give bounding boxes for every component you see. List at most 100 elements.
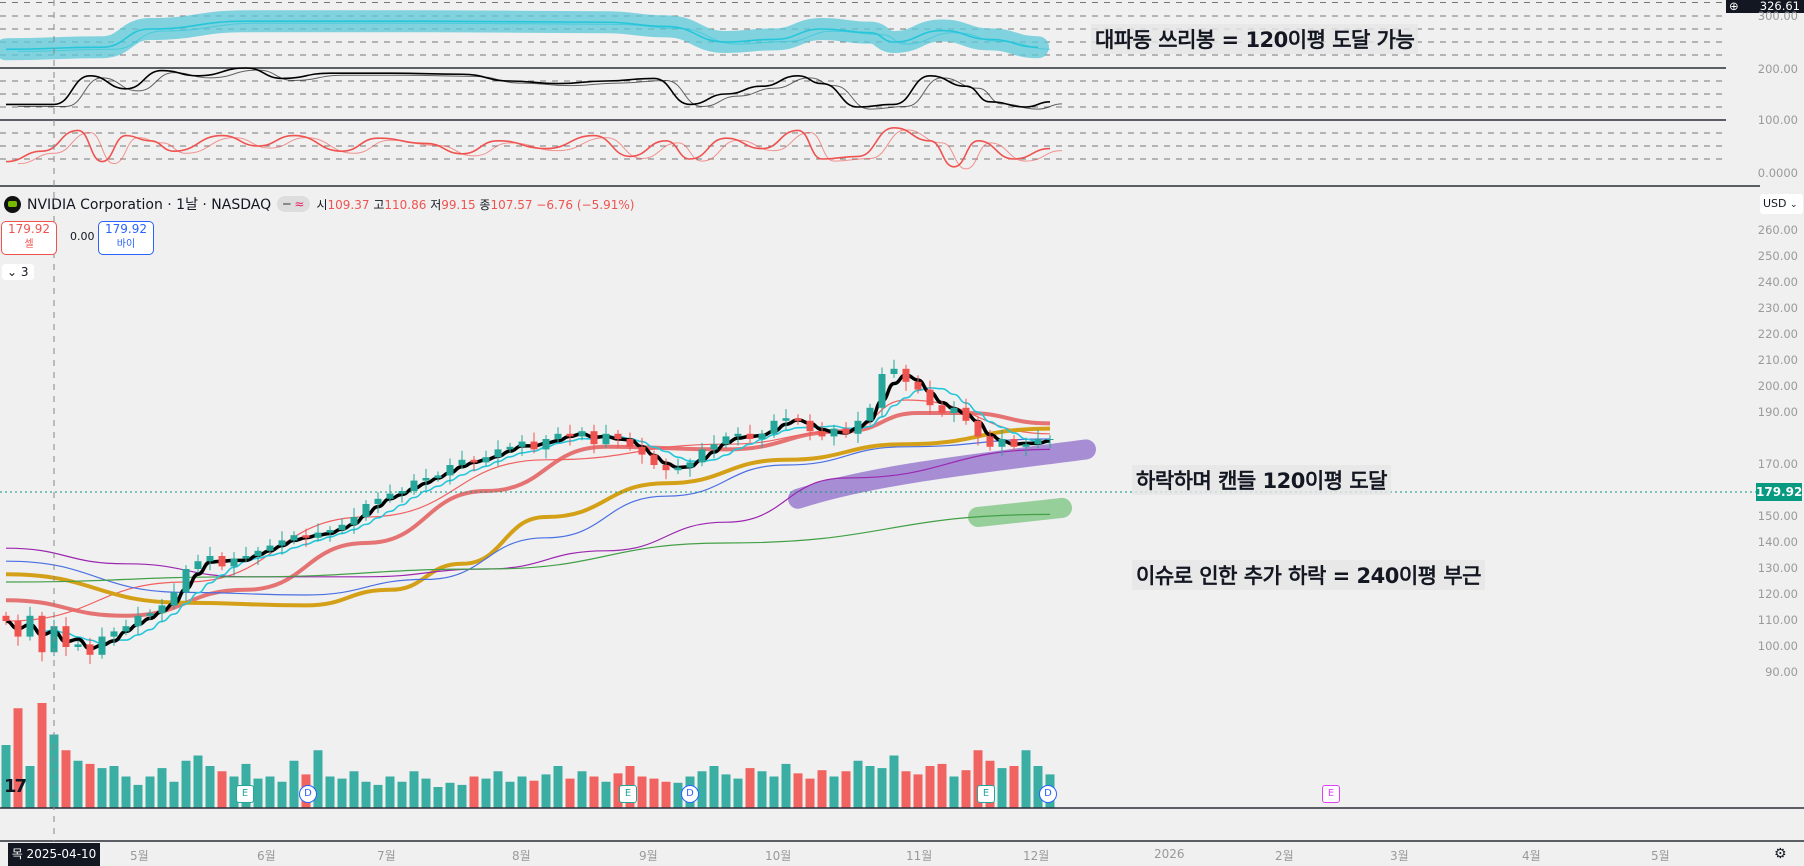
price-axis-label: 230.00 (1757, 301, 1798, 315)
indicator-axis-label: 100.00 (1757, 113, 1798, 127)
time-axis-label: 2월 (1275, 849, 1294, 863)
volume-bar (253, 778, 263, 808)
volume-bar (181, 760, 191, 808)
candle-body (686, 462, 694, 468)
annotation-low[interactable]: 이슈로 인한 추가 하락 = 240이평 부근 (1132, 560, 1485, 590)
candle-body (1034, 439, 1042, 445)
price-axis-label: 210.00 (1757, 353, 1798, 367)
volume-bar (709, 766, 719, 808)
candle-body (902, 368, 910, 382)
annotation-mid[interactable]: 하락하며 캔들 120이평 도달 (1132, 465, 1391, 495)
indicator-axis-label: 0.0000 (1757, 166, 1798, 180)
plus-icon[interactable]: ⊕ (1729, 0, 1739, 13)
candle-body (374, 498, 382, 504)
candle-body (806, 420, 814, 432)
candle-body (590, 431, 598, 445)
volume-bar (217, 771, 227, 808)
candle-body (830, 428, 838, 437)
ma120-highlight (788, 439, 1096, 509)
candle-body (230, 558, 238, 567)
earnings-marker[interactable]: E (977, 785, 995, 803)
earnings-marker[interactable]: E (1322, 785, 1340, 803)
annotation-top[interactable]: 대파동 쓰리봉 = 120이평 도달 가능 (1091, 24, 1419, 54)
volume-bar (1033, 766, 1043, 808)
volume-bar (97, 768, 107, 808)
volume-bar (169, 781, 179, 808)
volume-bar (649, 778, 659, 808)
volume-bar (781, 763, 791, 808)
volume-bar (925, 766, 935, 808)
volume-bar (289, 760, 299, 808)
osc1-line (6, 67, 1051, 108)
volume-bar (145, 776, 155, 808)
candle-body (446, 465, 454, 476)
volume-bar (157, 768, 167, 808)
volume-bar (589, 776, 599, 808)
dividend-marker[interactable]: D (1039, 785, 1057, 803)
time-axis-label: 4월 (1522, 849, 1541, 863)
symbol-legend[interactable]: NVIDIA Corporation · 1날 · NASDAQ ━ ≈ 시109… (4, 194, 634, 214)
volume-bar (769, 776, 779, 808)
volume-bar (997, 768, 1007, 808)
volume-bar (409, 771, 419, 808)
indicator-value-label: ⊕ 326.61 (1726, 0, 1804, 13)
price-axis-label: 190.00 (1757, 405, 1798, 419)
volume-bar (229, 776, 239, 808)
candle-body (698, 449, 706, 463)
volume-bar (517, 776, 527, 808)
candle-body (398, 491, 406, 494)
candle-body (710, 444, 718, 450)
candle-body (434, 475, 442, 478)
earnings-marker[interactable]: E (236, 785, 254, 803)
volume-bar (565, 778, 575, 808)
price-axis-label: 110.00 (1757, 613, 1798, 627)
price-axis-label: 250.00 (1757, 249, 1798, 263)
candle-body (302, 535, 310, 538)
volume-bar (25, 766, 35, 808)
candle-body (722, 436, 730, 445)
volume-bar (397, 781, 407, 808)
candle-body (578, 431, 586, 437)
volume-bar (37, 703, 47, 808)
candle-body (38, 615, 46, 653)
volume-bar (361, 781, 371, 808)
price-axis-label: 140.00 (1757, 535, 1798, 549)
candle-body (662, 465, 670, 471)
spread-value: 0.00 (70, 230, 95, 243)
earnings-marker[interactable]: E (619, 785, 637, 803)
volume-bar (313, 750, 323, 808)
symbol-title[interactable]: NVIDIA Corporation · 1날 · NASDAQ (27, 197, 272, 213)
wave-signal-line (17, 22, 1051, 52)
candle-body (2, 615, 10, 621)
candle-body (506, 446, 514, 450)
osc2-signal-line (17, 129, 1063, 170)
time-axis-label: 11월 (906, 849, 933, 863)
volume-bar (889, 755, 899, 808)
settings-gear-icon[interactable]: ⚙ (1774, 846, 1787, 862)
indicators-collapse-button[interactable]: ⌄ 3 (2, 264, 34, 280)
candle-body (998, 439, 1006, 447)
tradingview-logo[interactable]: 17 (4, 776, 27, 797)
legend-toggle[interactable]: ━ ≈ (277, 196, 311, 212)
buy-button[interactable]: 179.92 바이 (98, 221, 154, 255)
ma90-line (5, 438, 1051, 596)
currency-select[interactable]: USD ⌄ (1760, 194, 1803, 214)
dividend-marker[interactable]: D (299, 785, 317, 803)
candle-body (14, 621, 22, 637)
candle-body (86, 644, 94, 655)
candle-body (458, 459, 466, 465)
candle-body (122, 626, 130, 632)
volume-bar (721, 774, 731, 808)
candle-body (1022, 444, 1030, 447)
ma20-line (5, 411, 1051, 618)
candle-body (926, 389, 934, 406)
dividend-marker[interactable]: D (681, 785, 699, 803)
candle-body (422, 478, 430, 481)
candle-body (974, 420, 982, 437)
volume-bar (601, 781, 611, 808)
volume-bar (853, 760, 863, 808)
volume-bar (865, 766, 875, 808)
sell-button[interactable]: 179.92 셀 (1, 221, 57, 255)
volume-bar (133, 784, 143, 808)
